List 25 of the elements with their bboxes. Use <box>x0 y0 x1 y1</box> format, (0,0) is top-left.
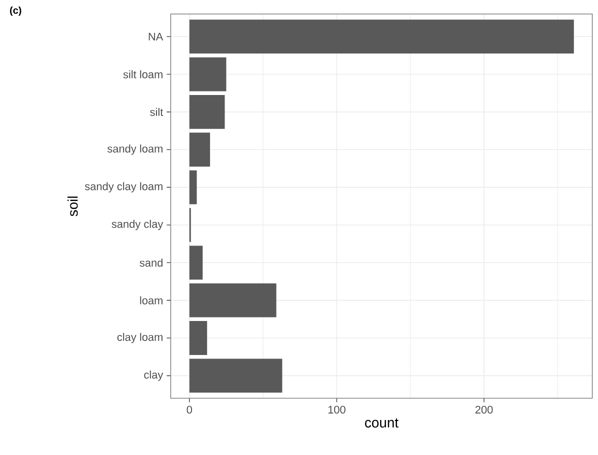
bar <box>189 321 208 355</box>
y-tick-label: NA <box>148 32 164 40</box>
bar <box>189 20 574 54</box>
x-tick-label: 200 <box>475 406 493 414</box>
y-tick-label: silt loam <box>123 70 162 78</box>
y-tick-label: loam <box>140 296 162 304</box>
y-tick-label: clay <box>144 370 164 381</box>
y-tick-label: sand <box>140 258 162 267</box>
x-tick-label: 100 <box>328 406 346 414</box>
y-axis-title: soil <box>68 196 78 216</box>
text: (c) <box>10 6 22 16</box>
y-tick-label: sandy loam <box>107 144 162 155</box>
y-tick-label: silt <box>150 108 164 116</box>
bar <box>189 57 226 92</box>
bar <box>189 358 282 393</box>
x-axis-title: count <box>365 418 398 428</box>
bar <box>189 283 276 318</box>
bar <box>189 94 225 129</box>
y-tick-label: sandy clay <box>112 220 164 230</box>
bar <box>189 246 203 280</box>
bar <box>189 132 210 167</box>
x-tick-label: 0 <box>186 406 192 414</box>
y-tick-label: clay loam <box>117 332 162 344</box>
bar <box>189 170 197 204</box>
y-tick-label: sandy clay loam <box>84 182 162 192</box>
